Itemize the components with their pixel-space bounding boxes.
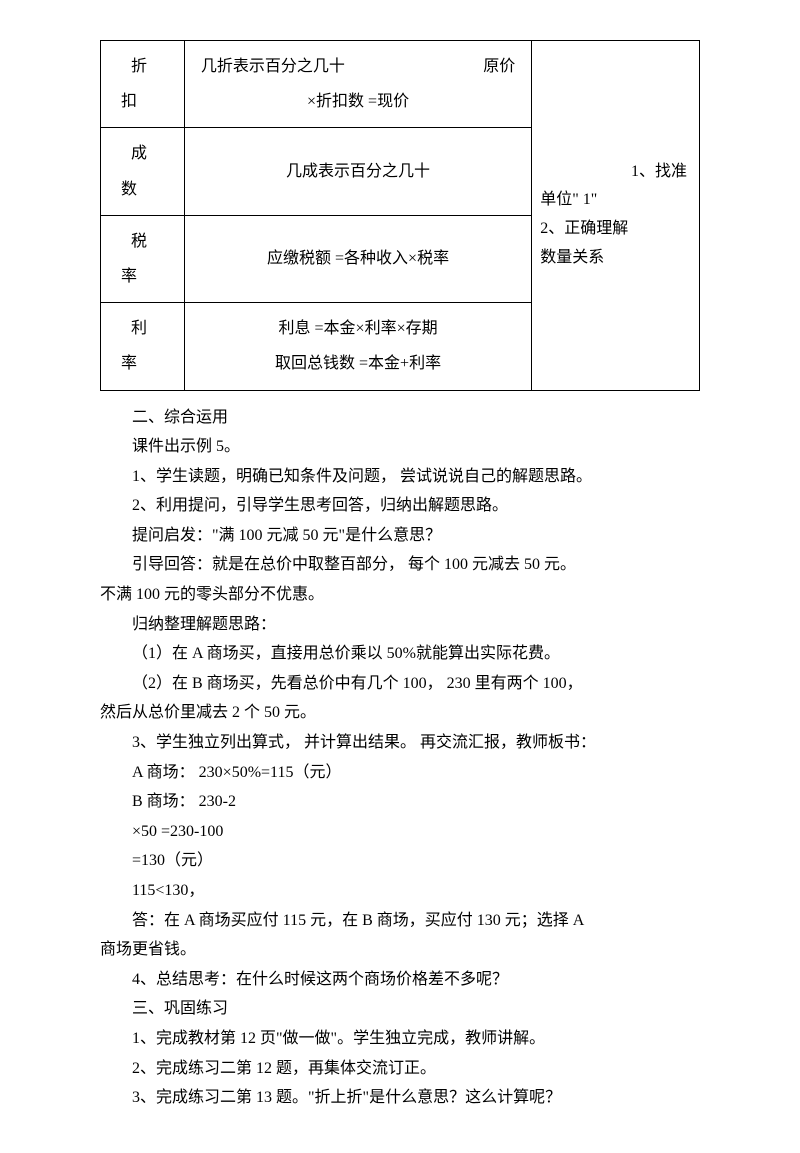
content-text: 原价 xyxy=(483,49,515,84)
content-text: 应缴税额 =各种收入×税率 xyxy=(191,241,525,276)
notes-line: 2、正确理解 xyxy=(540,215,691,244)
notes-line: 单位" 1" xyxy=(540,186,691,215)
content-text: 取回总钱数 =本金+利率 xyxy=(191,346,525,381)
content-text: 利息 =本金×利率×存期 xyxy=(191,311,525,346)
paragraph: 115<130， xyxy=(100,876,700,906)
paragraph: =130（元） xyxy=(100,846,700,876)
paragraph: 二、综合运用 xyxy=(100,403,700,433)
row-content-lilv: 利息 =本金×利率×存期 取回总钱数 =本金+利率 xyxy=(184,303,531,390)
notes-cell: 1、找准 单位" 1" 2、正确理解 数量关系 xyxy=(532,41,700,391)
label-text: 率 xyxy=(121,355,137,372)
notes-line: 数量关系 xyxy=(540,244,691,273)
paragraph: 3、学生独立列出算式， 并计算出结果。 再交流汇报，教师板书： xyxy=(100,728,700,758)
paragraph: 4、总结思考：在什么时候这两个商场价格差不多呢？ xyxy=(100,965,700,995)
paragraph: ×50 =230-100 xyxy=(100,817,700,847)
paragraph: 2、利用提问，引导学生思考回答，归纳出解题思路。 xyxy=(100,491,700,521)
label-text: 数 xyxy=(121,181,137,198)
paragraph: 引导回答：就是在总价中取整百部分， 每个 100 元减去 50 元。 xyxy=(100,550,700,580)
paragraph: 然后从总价里减去 2 个 50 元。 xyxy=(100,698,700,728)
content-text: 几成表示百分之几十 xyxy=(191,154,525,189)
row-label-chengshu: 成 数 xyxy=(101,128,185,215)
row-label-lilv: 利 率 xyxy=(101,303,185,390)
label-text: 税 xyxy=(121,233,147,250)
content-text: ×折扣数 =现价 xyxy=(191,84,525,119)
label-text: 折 xyxy=(121,58,147,75)
row-content-shuilv: 应缴税额 =各种收入×税率 xyxy=(184,215,531,302)
content-text: 几折表示百分之几十 xyxy=(201,49,345,84)
paragraph: 1、完成教材第 12 页"做一做"。学生独立完成，教师讲解。 xyxy=(100,1024,700,1054)
paragraph: 1、学生读题，明确已知条件及问题， 尝试说说自己的解题思路。 xyxy=(100,462,700,492)
paragraph: （2）在 B 商场买，先看总价中有几个 100， 230 里有两个 100， xyxy=(100,669,700,699)
summary-table: 折 扣 几折表示百分之几十 原价 ×折扣数 =现价 1、找准 单位" 1" 2、… xyxy=(100,40,700,391)
paragraph: 课件出示例 5。 xyxy=(100,432,700,462)
paragraph: 3、完成练习二第 13 题。"折上折"是什么意思？这么计算呢？ xyxy=(100,1083,700,1113)
row-label-zhekou: 折 扣 xyxy=(101,41,185,128)
paragraph: 答：在 A 商场买应付 115 元，在 B 商场，买应付 130 元；选择 A xyxy=(100,906,700,936)
notes-line: 1、找准 xyxy=(540,158,691,187)
paragraph: （1）在 A 商场买，直接用总价乘以 50%就能算出实际花费。 xyxy=(100,639,700,669)
paragraph: 三、巩固练习 xyxy=(100,994,700,1024)
row-content-chengshu: 几成表示百分之几十 xyxy=(184,128,531,215)
label-text: 率 xyxy=(121,268,137,285)
row-content-zhekou: 几折表示百分之几十 原价 ×折扣数 =现价 xyxy=(184,41,531,128)
paragraph: 提问启发："满 100 元减 50 元"是什么意思？ xyxy=(100,521,700,551)
paragraph: B 商场： 230-2 xyxy=(100,787,700,817)
label-text: 成 xyxy=(121,145,147,162)
paragraph: 归纳整理解题思路： xyxy=(100,610,700,640)
paragraph: 不满 100 元的零头部分不优惠。 xyxy=(100,580,700,610)
paragraph: 2、完成练习二第 12 题，再集体交流订正。 xyxy=(100,1054,700,1084)
label-text: 扣 xyxy=(121,93,137,110)
paragraph: 商场更省钱。 xyxy=(100,935,700,965)
label-text: 利 xyxy=(121,320,147,337)
row-label-shuilv: 税 率 xyxy=(101,215,185,302)
body-text: 二、综合运用 课件出示例 5。 1、学生读题，明确已知条件及问题， 尝试说说自己… xyxy=(100,403,700,1113)
paragraph: A 商场： 230×50%=115（元） xyxy=(100,758,700,788)
